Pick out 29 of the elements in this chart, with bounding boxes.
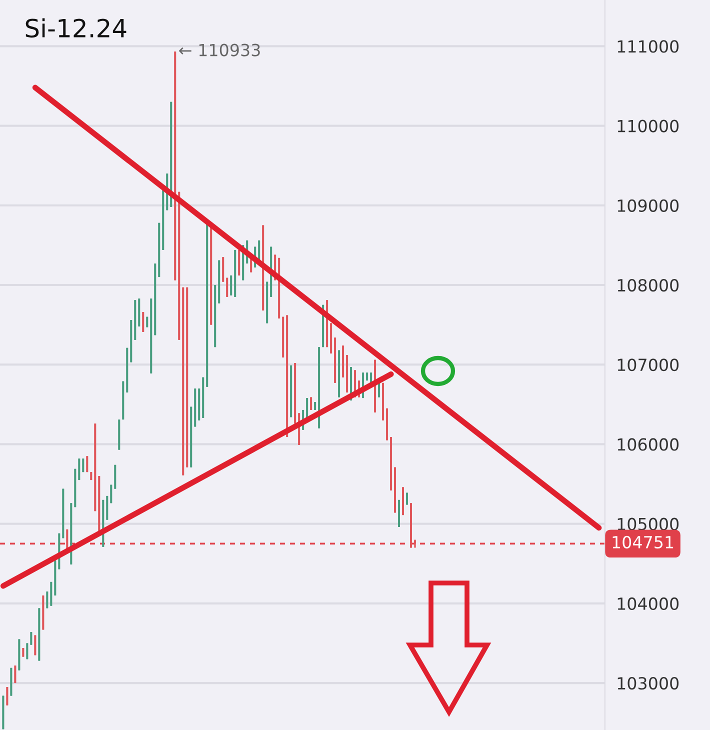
y-tick-label: 107000 — [618, 358, 679, 372]
y-tick-label: 111000 — [618, 40, 679, 53]
candlestick — [30, 631, 32, 646]
candlestick — [14, 664, 16, 684]
ref-line-label: 104751 — [612, 536, 674, 548]
candlestick — [86, 455, 88, 473]
candlestick — [46, 590, 48, 610]
candlestick — [114, 464, 116, 490]
y-tick-label: 104000 — [618, 597, 679, 610]
annotation: ← 110933 — [179, 44, 260, 56]
candlestick — [10, 667, 12, 697]
candlestick — [142, 311, 144, 333]
candlestick — [230, 274, 232, 296]
candlestick — [414, 538, 416, 549]
candlestick — [2, 694, 4, 730]
y-tick-label: 103000 — [618, 676, 679, 690]
y-tick-label: 106000 — [618, 438, 679, 451]
candlestick — [26, 642, 28, 660]
y-tick-label: 110000 — [618, 120, 679, 132]
candlestick — [22, 647, 24, 658]
y-tick-label: 108000 — [618, 278, 679, 292]
candlestick — [226, 276, 228, 298]
y-tick-label: 109000 — [618, 199, 679, 212]
candlestick — [6, 686, 8, 706]
candlestick — [310, 396, 312, 411]
candlestick — [106, 495, 108, 521]
text: Si-12.24 — [26, 18, 126, 38]
candlestick — [82, 458, 84, 473]
y-tick-label: 105000 — [618, 518, 679, 530]
